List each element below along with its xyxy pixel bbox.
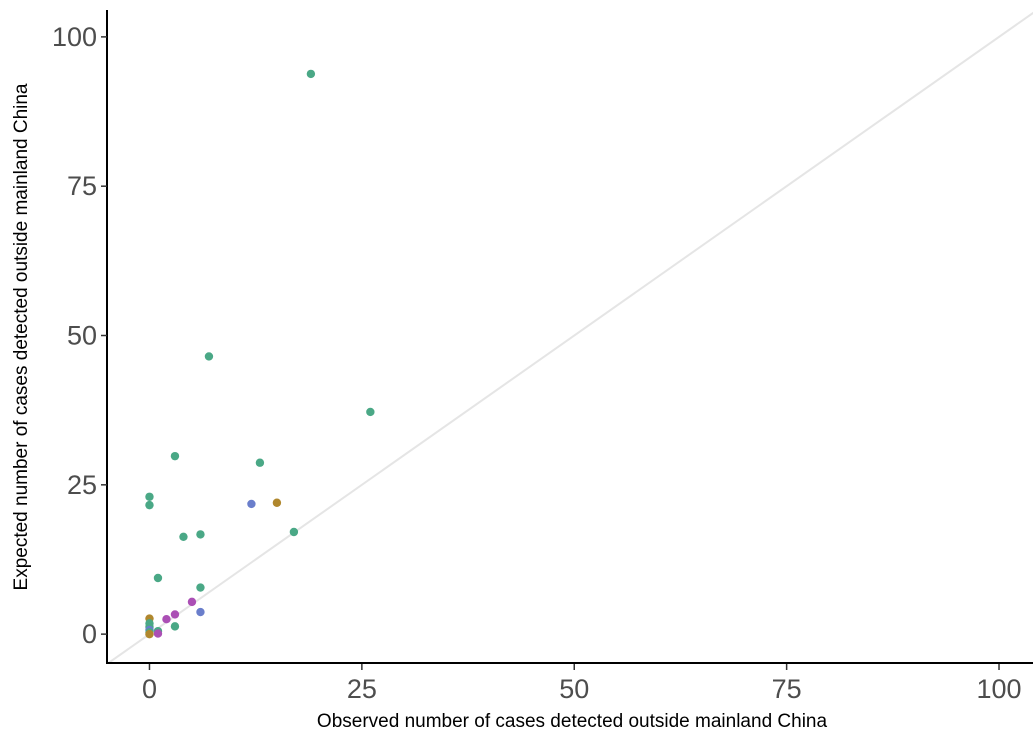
data-point <box>187 597 197 607</box>
data-point <box>196 607 205 617</box>
x-tick-label: 0 <box>142 674 157 704</box>
x-tick-label: 75 <box>772 674 802 704</box>
data-point <box>204 352 214 361</box>
x-tick-label: 25 <box>347 674 377 704</box>
reference-line-layer <box>107 11 1033 664</box>
data-point <box>170 610 180 619</box>
data-point <box>170 451 180 461</box>
data-point <box>145 629 154 639</box>
y-tick-label: 25 <box>67 470 97 500</box>
x-axis-title: Observed number of cases detected outsid… <box>317 711 828 732</box>
data-point <box>247 499 256 509</box>
y-tick-label: 75 <box>67 171 97 201</box>
data-point <box>170 622 180 631</box>
identity-reference-line <box>107 11 1033 664</box>
y-tick-label: 100 <box>52 22 97 52</box>
y-tick-label: 0 <box>82 619 97 649</box>
data-point <box>255 458 265 467</box>
data-point <box>366 407 375 417</box>
y-axis-title: Expected number of cases detected outsid… <box>11 83 32 590</box>
data-point <box>145 492 154 501</box>
data-point <box>289 527 299 537</box>
x-tick-label: 100 <box>976 674 1021 704</box>
data-point <box>196 583 205 592</box>
points-layer <box>145 69 375 639</box>
data-point <box>162 615 171 624</box>
data-point <box>272 498 282 507</box>
data-point <box>306 69 316 79</box>
x-tick-label: 50 <box>559 674 589 704</box>
y-tick-label: 50 <box>67 321 97 351</box>
data-point <box>153 629 163 638</box>
ticks-layer: 0 25 50 75 100 0 25 50 75 100 <box>52 22 1022 704</box>
data-point <box>196 530 205 539</box>
data-point <box>145 500 154 510</box>
data-point <box>179 532 188 541</box>
data-point <box>153 573 163 583</box>
